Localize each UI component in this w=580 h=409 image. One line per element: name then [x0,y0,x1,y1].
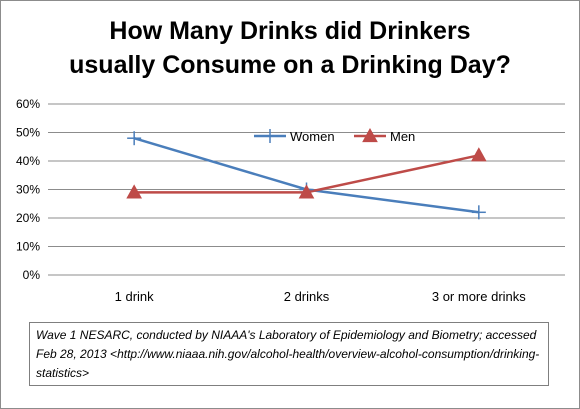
y-tick-label-30: 30% [16,183,40,197]
legend-marker-women [263,129,277,143]
y-tick-label-60: 60% [16,97,40,111]
source-note: Wave 1 NESARC, conducted by NIAAA's Labo… [29,322,549,386]
series-lines [126,131,487,220]
x-category-label-1: 2 drinks [284,289,330,304]
y-tick-label-50: 50% [16,126,40,140]
legend-label-men: Men [390,129,415,144]
y-tick-label-20: 20% [16,211,40,225]
y-axis-tick-labels: 0% 10% 20% 30% 40% 50% 60% [16,97,40,282]
legend-marker-men [362,127,378,143]
point-women-0 [127,131,142,146]
chart-title-line-2: usually Consume on a Drinking Day? [69,51,511,79]
y-tick-label-0: 0% [23,268,41,282]
point-men-1 [298,184,315,199]
x-axis-category-labels: 1 drink 2 drinks 3 or more drinks [115,289,527,304]
chart-title-line-1: How Many Drinks did Drinkers [109,17,471,45]
x-category-label-2: 3 or more drinks [432,289,526,304]
point-men-0 [126,184,143,199]
point-men-2 [470,147,487,162]
y-tick-label-40: 40% [16,154,40,168]
series-line-women [133,137,479,214]
legend-label-women: Women [290,129,335,144]
legend: Women Men [254,127,415,144]
x-category-label-0: 1 drink [115,289,155,304]
chart-title: How Many Drinks did Drinkers usually Con… [0,14,580,82]
point-women-2 [471,205,486,220]
y-tick-label-10: 10% [16,240,40,254]
